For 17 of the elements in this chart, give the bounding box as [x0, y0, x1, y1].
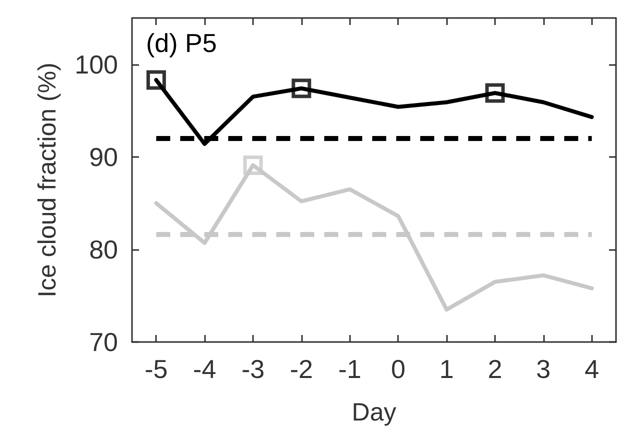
y-tick-label: 100 — [74, 49, 118, 80]
x-tick-label: 4 — [584, 354, 600, 384]
annotation: (d) P5 — [146, 28, 217, 58]
x-tick-label: -3 — [241, 354, 265, 384]
x-tick-label: 0 — [390, 354, 406, 384]
x-tick-label: 3 — [536, 354, 551, 384]
x-tick-label: -2 — [290, 354, 313, 384]
x-axis-title: Day — [352, 398, 397, 426]
x-tick-label: -1 — [338, 354, 362, 384]
y-tick-label: 90 — [89, 142, 118, 172]
y-axis-title: Ice cloud fraction (%) — [34, 62, 62, 298]
x-tick-label: -4 — [193, 354, 216, 384]
x-tick-label: -5 — [144, 354, 168, 384]
y-tick-label: 70 — [89, 327, 118, 357]
y-tick-label: 80 — [89, 234, 118, 264]
x-tick-label: 2 — [488, 354, 502, 384]
x-tick-label: 1 — [439, 354, 454, 384]
